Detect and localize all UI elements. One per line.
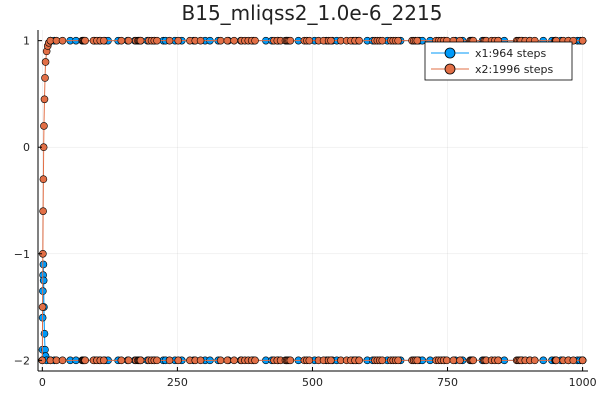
- data-point: [469, 356, 478, 365]
- axes-layer: 0 250 500 750 1000 1 0 −1 −2: [14, 30, 597, 389]
- data-point: [39, 175, 48, 183]
- data-point: [39, 276, 48, 285]
- data-point: [196, 36, 205, 45]
- data-point: [153, 356, 161, 365]
- data-point: [124, 356, 133, 365]
- data-point: [305, 356, 314, 365]
- data-point: [39, 260, 48, 269]
- x-tick-label: 750: [437, 376, 458, 389]
- data-point: [378, 356, 387, 365]
- data-point: [251, 36, 259, 45]
- data-point: [117, 36, 126, 45]
- data-point: [569, 356, 578, 365]
- data-point: [174, 356, 183, 365]
- data-point: [305, 36, 314, 45]
- series-2: [38, 36, 587, 365]
- data-point: [196, 356, 205, 365]
- data-point: [40, 122, 48, 130]
- data-point: [58, 356, 67, 365]
- data-point: [394, 356, 402, 365]
- data-point: [552, 356, 561, 365]
- data-point: [223, 36, 232, 45]
- data-point: [394, 36, 402, 45]
- data-point: [494, 356, 502, 365]
- data-point: [99, 36, 108, 45]
- data-point: [578, 356, 587, 365]
- data-point: [124, 36, 133, 45]
- data-point: [413, 36, 422, 45]
- data-point: [286, 36, 295, 45]
- data-point: [136, 36, 145, 45]
- data-point: [39, 207, 47, 215]
- data-point: [286, 356, 295, 365]
- data-point: [456, 356, 464, 365]
- y-tick-label: −1: [14, 248, 30, 261]
- data-point: [216, 356, 225, 365]
- data-point: [327, 36, 335, 45]
- legend-marker: [444, 47, 456, 59]
- data-point: [38, 303, 47, 311]
- series-layer: [38, 36, 587, 365]
- data-point: [355, 36, 364, 45]
- data-point: [223, 356, 232, 365]
- data-point: [174, 36, 183, 45]
- data-point: [378, 36, 387, 45]
- x-tick-label: 0: [39, 376, 46, 389]
- data-point: [136, 356, 145, 365]
- x-tick-label: 500: [302, 376, 323, 389]
- data-point: [530, 356, 539, 365]
- data-point: [449, 356, 458, 365]
- data-point: [442, 356, 451, 365]
- chart-title: B15_mliqss2_1.0e-6_2215: [182, 1, 443, 25]
- data-point: [413, 356, 422, 365]
- y-tick-label: 0: [23, 141, 30, 154]
- data-point: [327, 356, 335, 365]
- y-tick-label: 1: [23, 35, 30, 48]
- data-point: [40, 95, 49, 104]
- legend: x1:964 steps x2:1996 steps: [424, 41, 573, 81]
- data-point: [230, 356, 238, 365]
- data-point: [41, 74, 49, 82]
- data-point: [81, 36, 89, 45]
- data-point: [230, 36, 238, 45]
- data-point: [355, 356, 364, 365]
- data-point: [81, 356, 89, 365]
- y-tick-label: −2: [14, 354, 30, 367]
- data-point: [216, 36, 225, 45]
- data-point: [41, 58, 50, 66]
- data-point: [58, 36, 67, 45]
- data-point: [251, 356, 259, 365]
- data-point: [165, 356, 174, 365]
- x-tick-label: 250: [167, 376, 188, 389]
- x-tick-label: 1000: [569, 376, 597, 389]
- data-point: [578, 36, 587, 45]
- data-point: [153, 36, 161, 45]
- legend-label: x2:1996 steps: [475, 63, 553, 76]
- data-point: [99, 356, 108, 365]
- data-point: [117, 356, 126, 365]
- legend-marker: [444, 63, 456, 75]
- legend-label: x1:964 steps: [475, 47, 547, 60]
- data-point: [165, 36, 174, 45]
